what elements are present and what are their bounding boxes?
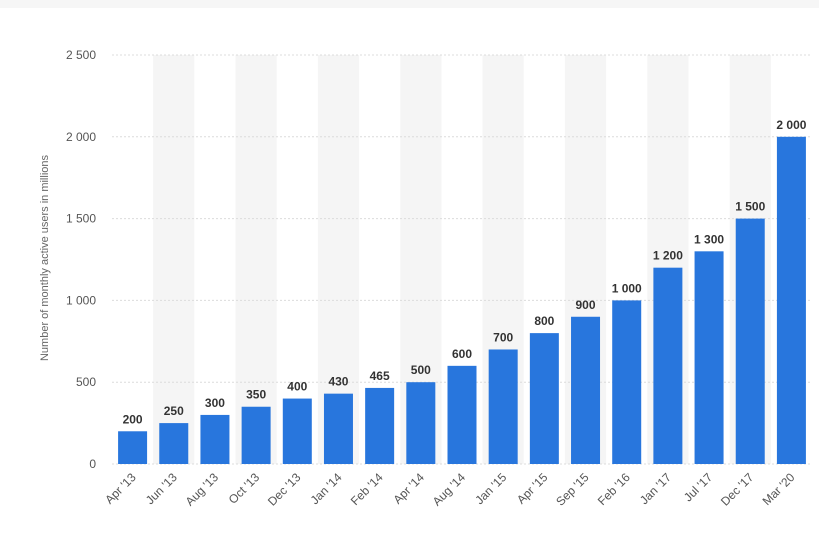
x-tick-label: Apr '15 xyxy=(514,470,551,507)
y-tick-label: 1 500 xyxy=(66,212,96,226)
x-tick-label: Jan '15 xyxy=(472,470,509,507)
data-label: 500 xyxy=(411,363,431,377)
data-label: 1 500 xyxy=(735,200,765,214)
data-label: 350 xyxy=(246,388,266,402)
y-tick-label: 2 000 xyxy=(66,130,96,144)
y-tick-label: 0 xyxy=(89,457,96,471)
data-label: 465 xyxy=(370,369,390,383)
x-tick-label: Aug '13 xyxy=(183,470,222,509)
x-tick-label: Mar '20 xyxy=(760,470,798,508)
x-tick-label: Dec '17 xyxy=(718,470,757,509)
data-label: 200 xyxy=(123,412,143,426)
x-tick-label: Feb '16 xyxy=(595,470,633,508)
background-band xyxy=(235,55,277,464)
y-axis-ticks: 0 500 1 000 1 500 2 000 2 500 xyxy=(66,48,96,471)
data-label: 600 xyxy=(452,347,472,361)
data-label: 900 xyxy=(576,298,596,312)
data-label: 1 000 xyxy=(612,281,642,295)
top-bar xyxy=(0,0,819,8)
data-label: 800 xyxy=(534,314,554,328)
bar[interactable] xyxy=(200,414,230,464)
data-label: 400 xyxy=(287,380,307,394)
bar[interactable] xyxy=(488,349,518,464)
bar[interactable] xyxy=(529,333,559,464)
bar[interactable] xyxy=(406,382,436,464)
x-tick-label: Jul '17 xyxy=(681,470,715,504)
data-labels: 200 250 300 350 400 430 465 500 600 700 800 900 1 00… xyxy=(123,118,807,426)
x-tick-label: Jun '13 xyxy=(143,470,180,507)
bar[interactable] xyxy=(694,251,724,464)
data-label: 430 xyxy=(328,375,348,389)
x-tick-label: Feb '14 xyxy=(348,470,386,508)
bar[interactable] xyxy=(447,365,477,464)
bar[interactable] xyxy=(159,423,189,464)
background-band xyxy=(153,55,195,464)
data-label: 1 300 xyxy=(694,232,724,246)
x-tick-label: Sep '15 xyxy=(553,470,592,509)
bar[interactable] xyxy=(653,267,683,464)
y-tick-label: 1 000 xyxy=(66,293,96,307)
x-tick-label: Jan '14 xyxy=(308,470,345,507)
bar[interactable] xyxy=(323,393,353,464)
y-axis-label: Number of monthly active users in millio… xyxy=(39,154,51,361)
bar[interactable] xyxy=(776,136,806,465)
data-label: 250 xyxy=(164,404,184,418)
y-tick-label: 500 xyxy=(76,375,96,389)
bar[interactable] xyxy=(118,431,148,464)
x-tick-label: Aug '14 xyxy=(430,470,469,509)
bar[interactable] xyxy=(282,398,312,464)
bars xyxy=(118,136,806,465)
x-axis-ticks: Apr '13 Jun '13 Aug '13 Oct '13 Dec '13 Jan '… xyxy=(102,470,798,509)
bar[interactable] xyxy=(241,406,271,464)
x-tick-label: Apr '13 xyxy=(102,470,139,507)
x-tick-label: Jan '17 xyxy=(637,470,674,507)
bar[interactable] xyxy=(365,387,395,464)
data-label: 1 200 xyxy=(653,249,683,263)
data-label: 300 xyxy=(205,396,225,410)
x-tick-label: Apr '14 xyxy=(390,470,427,507)
data-label: 2 000 xyxy=(776,118,806,132)
bar[interactable] xyxy=(571,316,601,464)
bar[interactable] xyxy=(735,218,765,464)
x-tick-label: Oct '13 xyxy=(226,470,263,507)
y-tick-label: 2 500 xyxy=(66,48,96,62)
x-tick-label: Dec '13 xyxy=(265,470,304,509)
bar[interactable] xyxy=(612,300,642,464)
data-label: 700 xyxy=(493,330,513,344)
